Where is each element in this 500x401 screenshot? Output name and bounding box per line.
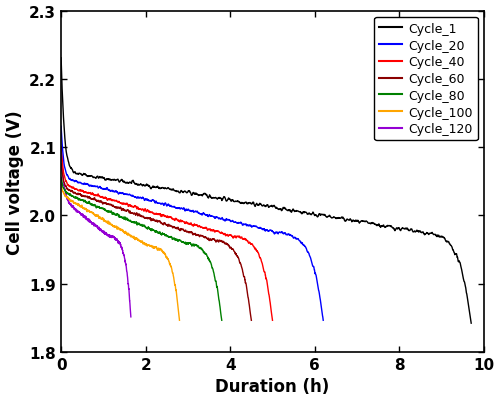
Cycle_1 bbox=[112, 178, 118, 183]
Cycle_120 bbox=[88, 221, 94, 225]
Cycle_100 bbox=[58, 182, 64, 187]
Cycle_20 bbox=[320, 318, 326, 323]
Cycle_40 bbox=[169, 216, 175, 221]
X-axis label: Duration (h): Duration (h) bbox=[216, 377, 330, 395]
Line: Cycle_40: Cycle_40 bbox=[61, 148, 272, 320]
Cycle_60 bbox=[248, 318, 254, 323]
Cycle_1 bbox=[127, 180, 133, 185]
Cycle_40 bbox=[86, 191, 92, 196]
Cycle_40 bbox=[270, 318, 276, 323]
Cycle_1 bbox=[282, 207, 288, 211]
Cycle_100 bbox=[176, 318, 182, 323]
Cycle_1 bbox=[468, 321, 474, 326]
Cycle_1 bbox=[236, 200, 242, 205]
Cycle_60 bbox=[84, 195, 89, 200]
Line: Cycle_80: Cycle_80 bbox=[61, 178, 222, 320]
Y-axis label: Cell voltage (V): Cell voltage (V) bbox=[6, 110, 24, 254]
Cycle_20 bbox=[202, 212, 207, 217]
Cycle_100 bbox=[58, 182, 64, 187]
Cycle_80 bbox=[128, 219, 134, 224]
Cycle_100 bbox=[120, 229, 126, 234]
Cycle_40 bbox=[174, 217, 180, 222]
Cycle_80 bbox=[58, 176, 64, 180]
Line: Cycle_1: Cycle_1 bbox=[61, 59, 471, 323]
Cycle_60 bbox=[162, 222, 168, 227]
Cycle_80 bbox=[146, 226, 152, 231]
Cycle_100 bbox=[110, 223, 116, 228]
Cycle_120 bbox=[58, 145, 64, 150]
Cycle_20 bbox=[146, 198, 152, 203]
Cycle_120 bbox=[70, 205, 76, 210]
Cycle_100 bbox=[78, 205, 84, 209]
Cycle_80 bbox=[219, 318, 225, 323]
Cycle_20 bbox=[172, 205, 178, 210]
Cycle_40 bbox=[58, 145, 64, 150]
Cycle_80 bbox=[112, 213, 118, 217]
Cycle_40 bbox=[94, 193, 100, 198]
Cycle_60 bbox=[122, 209, 128, 213]
Legend: Cycle_1, Cycle_20, Cycle_40, Cycle_60, Cycle_80, Cycle_100, Cycle_120: Cycle_1, Cycle_20, Cycle_40, Cycle_60, C… bbox=[374, 18, 478, 141]
Cycle_120 bbox=[128, 315, 134, 320]
Cycle_20 bbox=[58, 125, 64, 130]
Cycle_60 bbox=[140, 215, 146, 220]
Line: Cycle_20: Cycle_20 bbox=[61, 127, 323, 320]
Cycle_80 bbox=[80, 198, 86, 203]
Line: Cycle_120: Cycle_120 bbox=[61, 148, 131, 317]
Cycle_120 bbox=[68, 203, 73, 207]
Cycle_80 bbox=[85, 200, 91, 205]
Cycle_40 bbox=[150, 211, 156, 216]
Cycle_120 bbox=[96, 226, 102, 231]
Cycle_1 bbox=[58, 56, 64, 61]
Cycle_20 bbox=[196, 211, 202, 215]
Cycle_60 bbox=[58, 162, 64, 167]
Cycle_60 bbox=[158, 221, 164, 225]
Cycle_40 bbox=[130, 205, 136, 209]
Cycle_120 bbox=[95, 225, 101, 230]
Cycle_1 bbox=[196, 193, 202, 198]
Cycle_1 bbox=[274, 205, 280, 210]
Cycle_20 bbox=[93, 185, 99, 190]
Cycle_120 bbox=[82, 215, 87, 220]
Line: Cycle_100: Cycle_100 bbox=[61, 185, 180, 320]
Cycle_100 bbox=[123, 230, 129, 235]
Cycle_20 bbox=[102, 187, 108, 192]
Cycle_100 bbox=[98, 217, 104, 221]
Cycle_60 bbox=[90, 197, 96, 202]
Cycle_100 bbox=[74, 202, 80, 207]
Cycle_80 bbox=[142, 225, 148, 229]
Line: Cycle_60: Cycle_60 bbox=[61, 164, 252, 320]
